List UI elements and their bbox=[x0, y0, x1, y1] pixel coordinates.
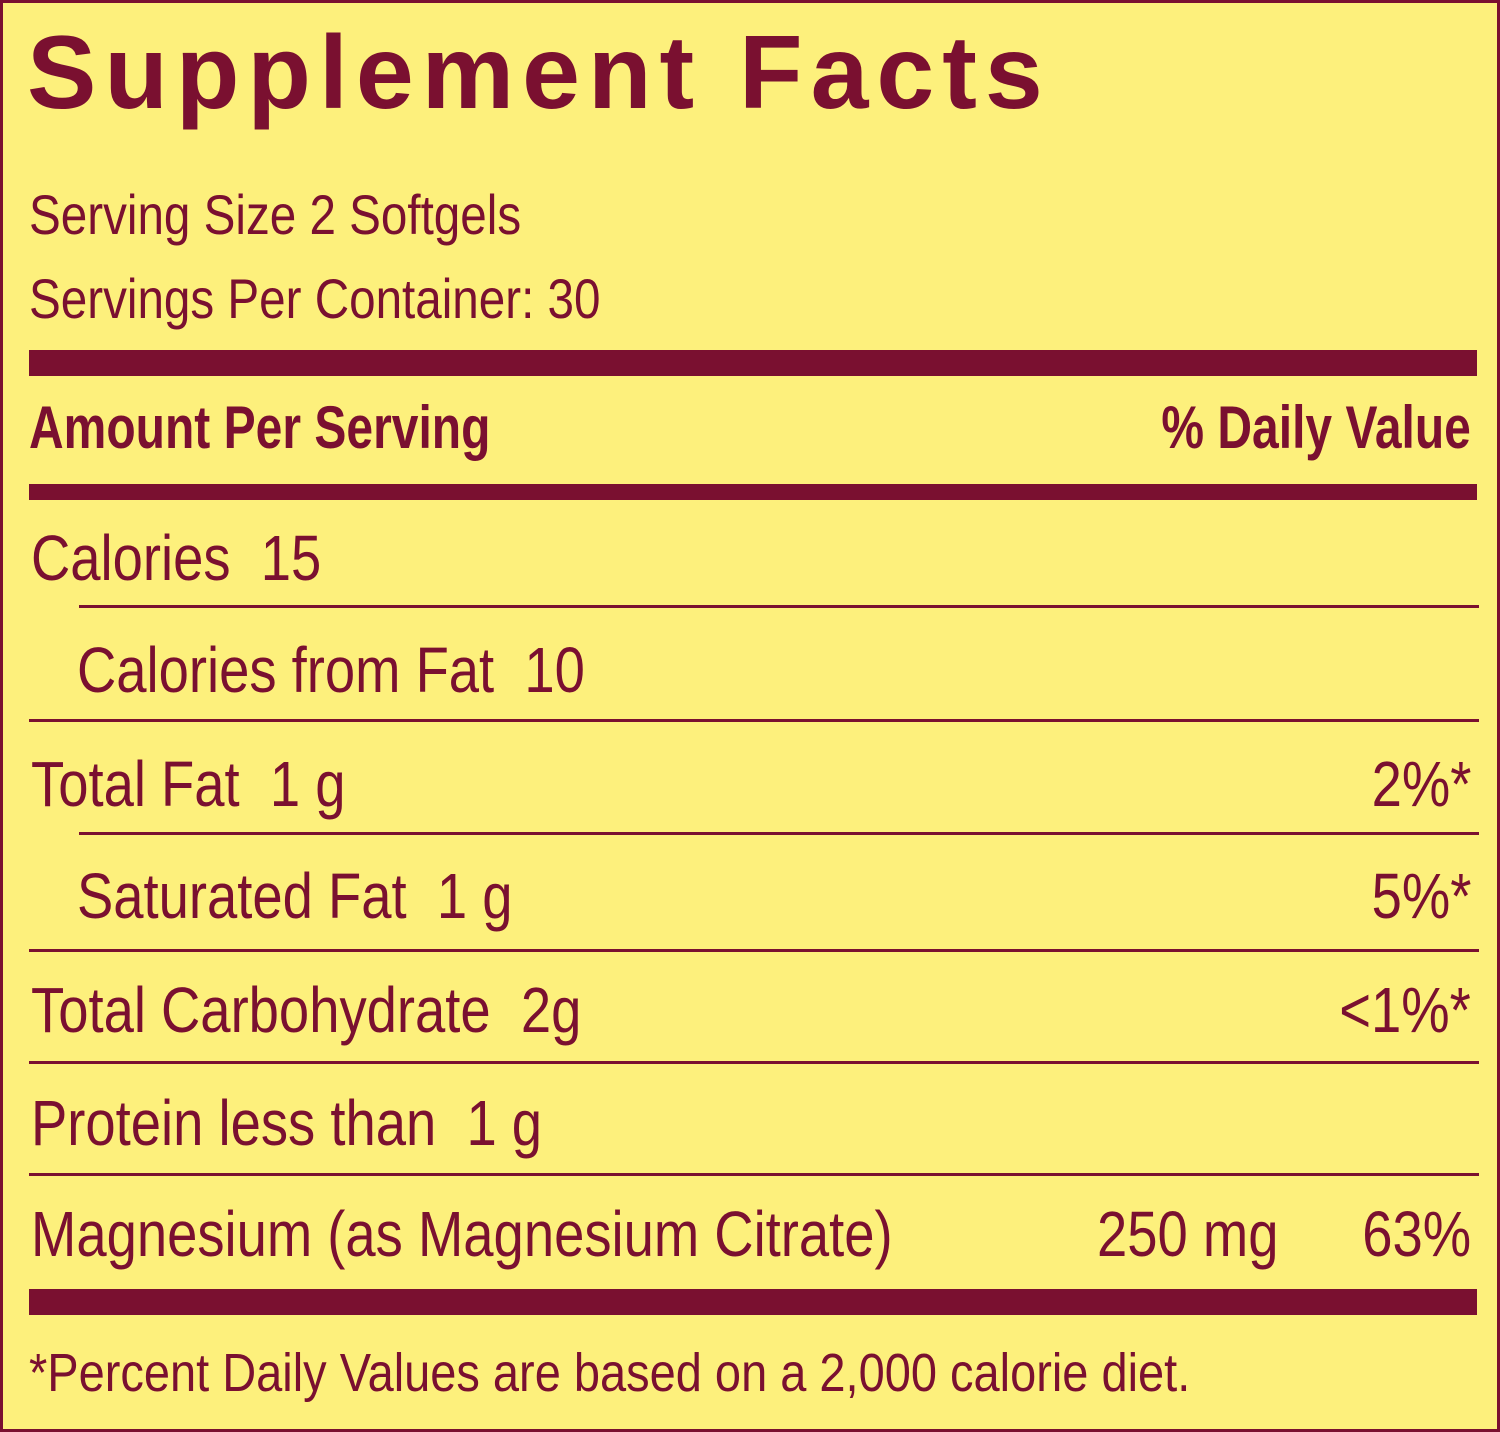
panel-title: Supplement Facts bbox=[27, 15, 1051, 131]
divider-calories bbox=[79, 605, 1479, 608]
servings-per-container: Servings Per Container: 30 bbox=[29, 267, 601, 330]
calories-from-fat-row: Calories from Fat 10 bbox=[77, 634, 585, 706]
magnesium-row: Magnesium (as Magnesium Citrate) bbox=[31, 1198, 893, 1270]
divider-total-fat bbox=[79, 832, 1479, 835]
amount-per-serving-header: Amount Per Serving bbox=[29, 394, 491, 461]
total-fat-row: Total Fat 1 g bbox=[31, 748, 346, 820]
thick-divider-top bbox=[29, 350, 1477, 376]
total-fat-dv: 2%* bbox=[1371, 748, 1471, 820]
total-carbohydrate-dv: <1%* bbox=[1339, 974, 1471, 1046]
daily-value-header: % Daily Value bbox=[1161, 394, 1472, 461]
total-carbohydrate-row: Total Carbohydrate 2g bbox=[31, 974, 582, 1046]
magnesium-dv: 63% bbox=[1362, 1198, 1471, 1270]
footnote: *Percent Daily Values are based on a 2,0… bbox=[29, 1343, 1191, 1403]
divider-protein bbox=[29, 1173, 1479, 1176]
saturated-fat-row: Saturated Fat 1 g bbox=[77, 860, 513, 932]
thick-divider-header bbox=[29, 484, 1477, 500]
saturated-fat-dv: 5%* bbox=[1371, 860, 1471, 932]
divider-saturated-fat bbox=[29, 949, 1479, 952]
calories-row: Calories 15 bbox=[31, 522, 322, 594]
divider-carbohydrate bbox=[29, 1061, 1479, 1064]
protein-row: Protein less than 1 g bbox=[31, 1087, 543, 1159]
divider-calories-fat bbox=[29, 719, 1479, 722]
serving-size: Serving Size 2 Softgels bbox=[29, 183, 522, 246]
thick-divider-bottom bbox=[29, 1289, 1477, 1315]
magnesium-amount: 250 mg bbox=[1097, 1198, 1279, 1270]
